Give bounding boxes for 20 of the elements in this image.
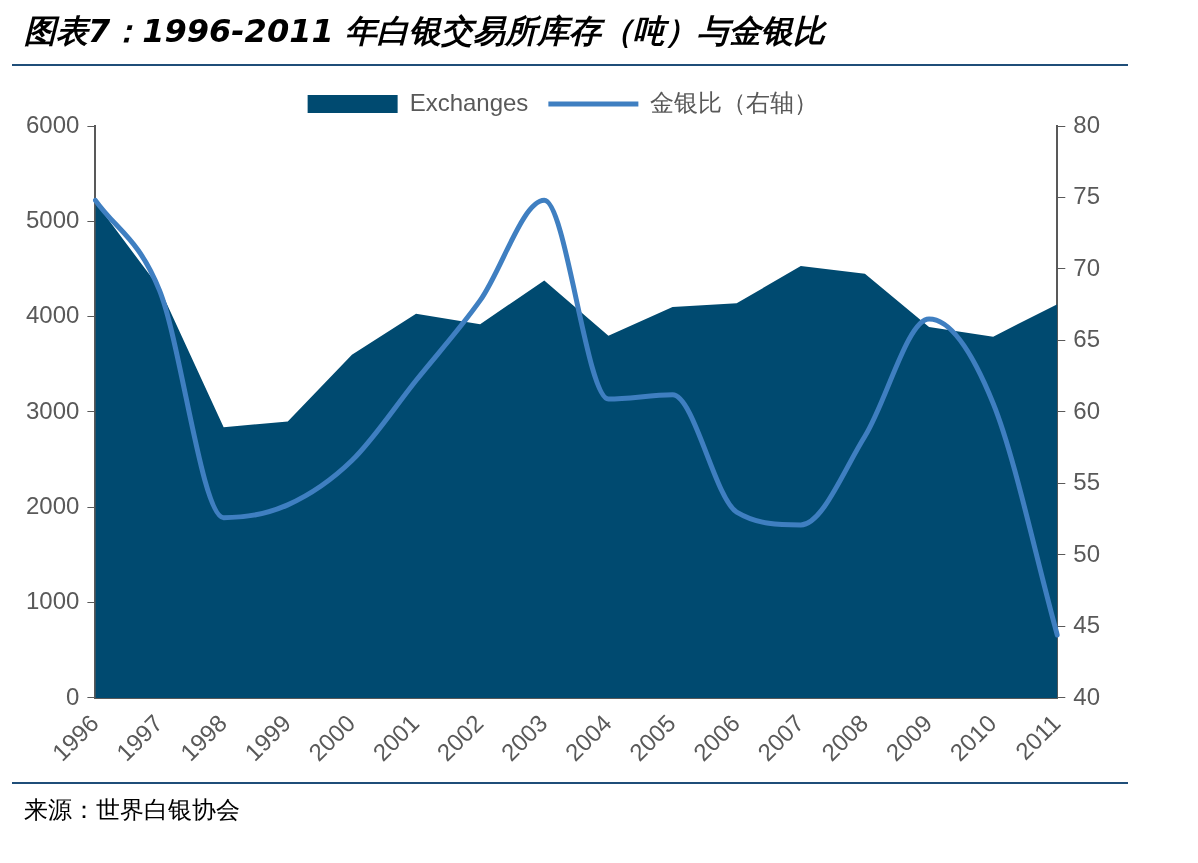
chart-title: 图表7：1996-2011 年白银交易所库存（吨）与金银比 [23,11,828,52]
y-tick-label: 2000 [26,491,80,519]
y-tick-label: 3000 [26,396,80,424]
y-tick-label: 0 [66,682,80,710]
y2-tick-label: 50 [1073,539,1101,567]
y2-tick-label: 65 [1073,325,1101,353]
y-tick-label: 1000 [26,587,80,615]
source-note: 来源：世界白银协会 [23,795,241,826]
legend-label: 金银比（右轴） [650,88,819,116]
y2-tick-label: 40 [1073,682,1101,710]
y2-tick-label: 75 [1073,182,1101,210]
legend-label: Exchanges [409,88,529,116]
y2-tick-label: 55 [1073,468,1101,496]
y2-tick-label: 60 [1073,396,1101,424]
y2-tick-label: 80 [1073,110,1101,138]
y-tick-label: 6000 [26,110,80,138]
y2-tick-label: 45 [1073,611,1101,639]
y-tick-label: 4000 [26,301,80,329]
y2-tick-label: 70 [1073,253,1101,281]
y-tick-label: 5000 [26,205,80,233]
